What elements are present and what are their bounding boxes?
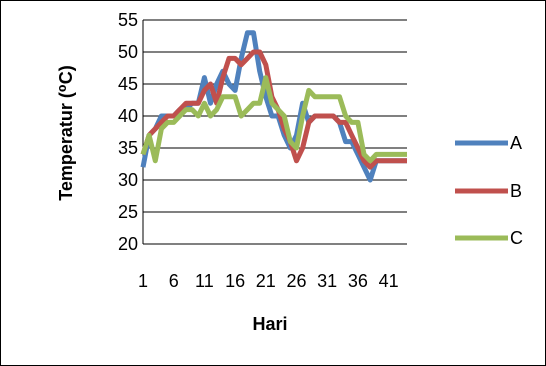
y-axis-title: Temperatur (⁰C) xyxy=(56,65,76,201)
x-tick-label: 21 xyxy=(256,271,276,291)
series-line-C xyxy=(140,75,407,164)
x-tick-label: 31 xyxy=(317,271,337,291)
y-tick-label: 30 xyxy=(118,170,138,190)
legend-label-A: A xyxy=(510,133,522,153)
legend-label-C: C xyxy=(510,228,523,248)
x-tick-label: 36 xyxy=(348,271,368,291)
y-tick-label: 55 xyxy=(118,10,138,30)
y-tick-label: 40 xyxy=(118,106,138,126)
series-lines xyxy=(140,30,407,183)
y-tick-label: 25 xyxy=(118,202,138,222)
x-tick-label: 6 xyxy=(169,271,179,291)
x-tick-label: 11 xyxy=(195,271,214,291)
x-tick-labels: 1 6 11 16 21 26 31 36 41 xyxy=(138,271,399,291)
y-tick-label: 50 xyxy=(118,42,138,62)
legend: A B C xyxy=(455,133,523,248)
x-axis-title: Hari xyxy=(252,314,287,334)
x-tick-label: 1 xyxy=(138,271,148,291)
legend-label-B: B xyxy=(510,181,522,201)
y-tick-labels: 20 25 30 35 40 45 50 55 xyxy=(118,10,138,254)
x-tick-label: 41 xyxy=(379,271,399,291)
x-tick-label: 16 xyxy=(225,271,245,291)
x-tick-label: 26 xyxy=(286,271,306,291)
y-tick-label: 35 xyxy=(118,138,138,158)
y-tick-label: 20 xyxy=(118,234,138,254)
y-tick-label: 45 xyxy=(118,74,138,94)
